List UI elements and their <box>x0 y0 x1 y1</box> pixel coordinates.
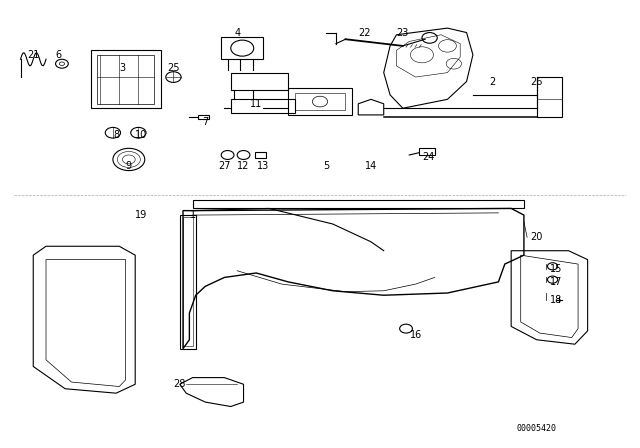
Text: 11: 11 <box>250 99 262 109</box>
Bar <box>255 152 266 158</box>
Text: 14: 14 <box>365 161 377 171</box>
Text: 7: 7 <box>202 116 209 127</box>
Text: 10: 10 <box>136 130 148 140</box>
Bar <box>91 50 161 108</box>
Text: 22: 22 <box>358 28 371 38</box>
Text: 8: 8 <box>113 130 119 140</box>
Text: 21: 21 <box>27 50 40 60</box>
Text: 17: 17 <box>550 277 562 287</box>
Text: 25: 25 <box>167 63 180 73</box>
Text: 20: 20 <box>531 233 543 242</box>
Text: 18: 18 <box>550 295 562 305</box>
Bar <box>97 55 154 104</box>
Bar <box>198 115 209 119</box>
Bar <box>231 99 294 113</box>
Bar <box>180 215 196 349</box>
Text: 4: 4 <box>234 28 240 38</box>
Text: 9: 9 <box>126 161 132 171</box>
Text: 00005420: 00005420 <box>516 424 557 433</box>
Bar <box>193 200 524 208</box>
Text: 19: 19 <box>136 210 148 220</box>
Bar <box>294 93 346 111</box>
Text: 23: 23 <box>397 28 409 38</box>
Text: 15: 15 <box>550 263 562 274</box>
Bar <box>288 88 352 115</box>
Text: 1: 1 <box>189 210 196 220</box>
Text: 27: 27 <box>218 161 230 171</box>
Text: 6: 6 <box>56 50 62 60</box>
Text: 24: 24 <box>422 152 435 162</box>
Text: 5: 5 <box>323 161 330 171</box>
Text: 12: 12 <box>237 161 250 171</box>
Text: 26: 26 <box>531 77 543 86</box>
Text: 3: 3 <box>120 63 125 73</box>
Text: 16: 16 <box>410 330 422 340</box>
Bar <box>221 37 262 59</box>
Bar <box>231 73 288 90</box>
Text: 2: 2 <box>489 77 495 86</box>
Bar <box>537 77 562 117</box>
Text: 28: 28 <box>173 379 186 389</box>
Bar <box>183 217 193 346</box>
Text: 13: 13 <box>257 161 269 171</box>
